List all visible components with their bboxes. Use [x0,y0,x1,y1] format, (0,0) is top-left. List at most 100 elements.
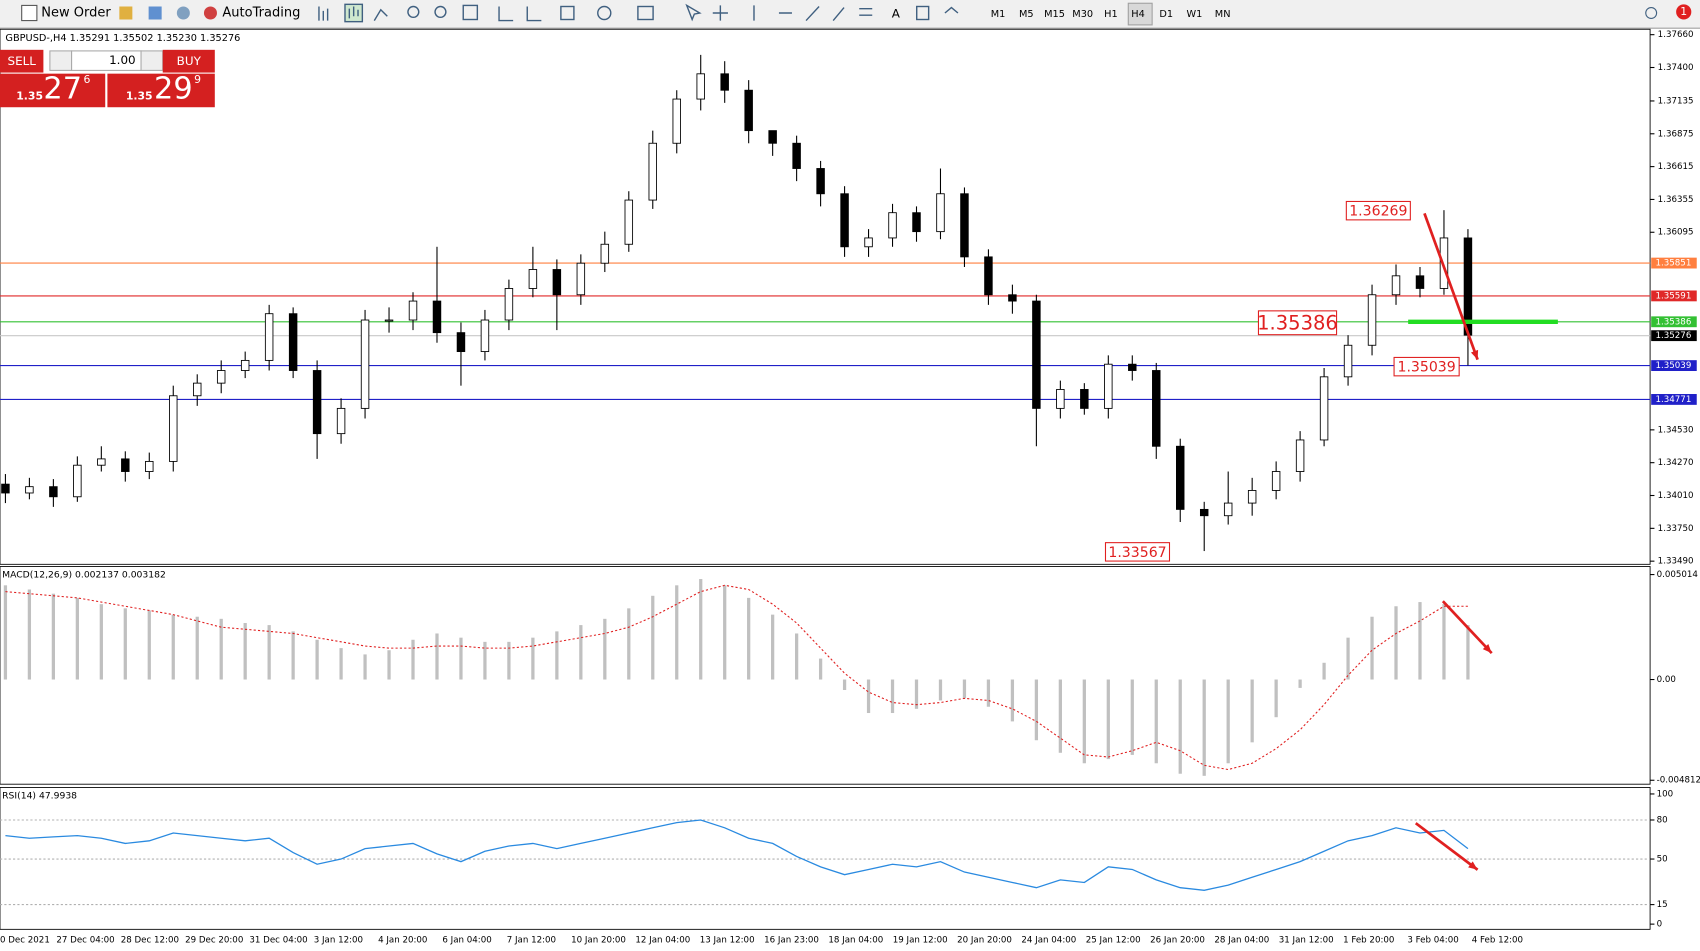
bid-point[interactable]: 6 [84,73,91,86]
bid-box[interactable] [0,73,106,108]
ask-box[interactable] [107,73,215,108]
y-tick-label: 1.33490 [1658,557,1694,567]
macd-bar [1034,679,1039,741]
y-tick-label: 1.37400 [1658,63,1694,73]
annotation: 1.33567 [1108,545,1166,561]
candle-body [1128,363,1137,371]
chart-header: GBPUSD-,H4 1.35291 1.35502 1.35230 1.352… [5,33,240,44]
macd-bar [627,608,631,680]
macd-bar [1154,679,1158,764]
candle-body [49,486,58,498]
timeframe[interactable]: M5 [1019,9,1034,20]
macd-bar [1298,679,1302,688]
candle-body [25,486,34,494]
macd-bar [1058,679,1062,753]
candle-body [1247,490,1257,504]
icon[interactable] [119,6,133,20]
candle-body [1032,300,1041,409]
macd-signal [5,584,1468,771]
x-tick-label: 7 Jan 12:00 [507,936,556,946]
toolbar-bg [0,0,1700,29]
trade-panel: SELL 1.00 BUY 1.35 27 6 1.35 29 9 [0,49,215,108]
text-tool[interactable]: A [892,7,901,21]
x-tick-label: 4 Jan 20:00 [378,936,427,946]
icon[interactable] [176,6,190,20]
candle-body [1319,376,1329,441]
timeframe[interactable]: M30 [1072,9,1093,20]
timeframe[interactable]: M1 [991,9,1006,20]
y-tick-label: 50 [1657,855,1668,865]
y-tick-label: -0.004812 [1657,776,1700,786]
lot-value[interactable]: 1.00 [109,53,136,67]
y-tick-label: 0 [1657,920,1663,930]
annotation-box [1393,356,1460,377]
timeframe[interactable]: H1 [1104,9,1118,20]
x-tick-label: 29 Dec 20:00 [185,936,243,946]
y-tick-label: 0.005014 [1657,570,1699,580]
macd-bar [603,618,607,680]
x-tick-label: 18 Jan 04:00 [828,936,883,946]
icon[interactable] [148,6,162,20]
notification-count[interactable]: 1 [1680,5,1687,18]
buy-button[interactable] [162,49,215,73]
macd-bar [1010,679,1015,722]
sell-label[interactable]: SELL [8,54,37,68]
new-order-icon[interactable] [21,4,38,22]
candle-body [936,193,945,233]
candle-body [432,300,442,334]
y-tick-label: 1.34270 [1658,458,1694,468]
timeframe[interactable]: M15 [1044,9,1065,20]
macd-bar [1106,679,1110,760]
notification-badge[interactable] [1676,4,1692,20]
autotrading-icon[interactable] [203,6,217,20]
y-tick-label: 1.36875 [1658,129,1694,139]
x-tick-label: 4 Feb 12:00 [1472,936,1523,946]
candle-body [528,269,538,289]
bid-big[interactable]: 1.35 [16,89,43,102]
x-tick-label: 28 Dec 12:00 [121,936,179,946]
macd-bar [1346,637,1350,680]
buy-label[interactable]: BUY [177,54,202,68]
search-icon[interactable] [1645,7,1658,19]
macd-bar [1442,604,1446,680]
rsi-line [5,819,1469,891]
macd-bar [483,641,487,680]
active-timeframe[interactable] [1127,2,1153,26]
y-tick-label: 15 [1657,900,1668,910]
bid-pips[interactable]: 27 [43,71,82,106]
candle-body [864,237,873,248]
timeframe[interactable]: MN [1215,9,1231,20]
macd-arrow-head [1482,643,1492,654]
candle-body [648,142,658,201]
lot-up[interactable] [140,50,164,71]
x-tick-label: 31 Dec 04:00 [249,936,307,946]
macd-bar [962,679,967,699]
macd-bar [651,595,655,680]
rsi-arrow [1414,822,1479,871]
ask-point[interactable]: 9 [194,73,201,86]
macd-bar [1202,679,1206,776]
macd-bar [1466,625,1470,680]
timeframe[interactable]: W1 [1187,9,1203,20]
candle-body [816,168,825,195]
autotrading[interactable]: AutoTrading [222,6,300,21]
macd-bar [27,589,32,680]
x-tick-label: 28 Jan 04:00 [1214,936,1269,946]
new-order[interactable]: New Order [41,6,111,21]
x-tick-label: 3 Jan 12:00 [314,936,363,946]
sell-button[interactable] [0,49,44,73]
timeframe[interactable]: D1 [1159,9,1173,20]
candle-body [1008,294,1017,302]
rsi-arrow-head [1468,861,1478,870]
macd-bar [1322,662,1326,680]
toolbar-icons[interactable] [318,3,959,23]
macd-bar [99,604,103,680]
annotation: 1.36269 [1349,204,1407,220]
candle-body [1080,389,1089,409]
ask-pips[interactable]: 29 [154,71,193,106]
timeframe[interactable]: H4 [1131,9,1145,20]
macd-bar [291,631,295,680]
ask-big[interactable]: 1.35 [126,89,153,102]
lot-down[interactable] [49,50,73,71]
